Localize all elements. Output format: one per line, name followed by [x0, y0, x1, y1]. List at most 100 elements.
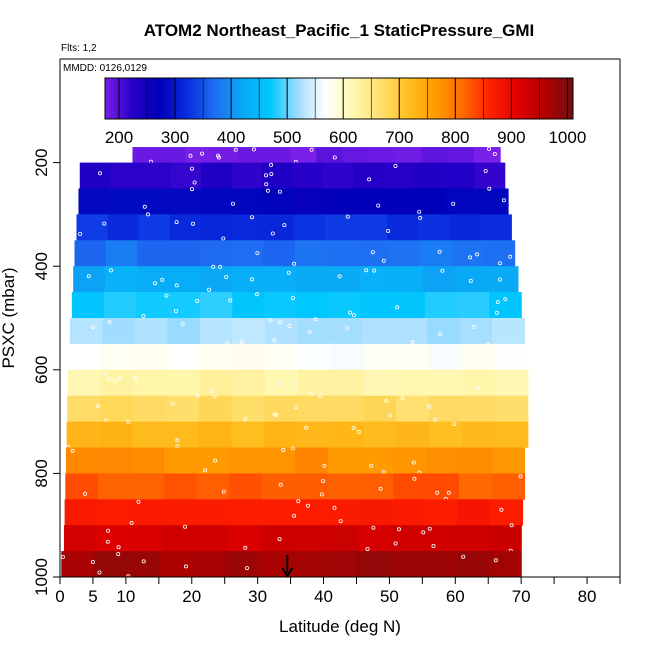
band-cell [357, 525, 392, 552]
obs-point [321, 479, 326, 484]
obs-point [393, 541, 398, 546]
obs-point [494, 310, 499, 315]
colorbar-swatch [356, 78, 360, 119]
obs-point [503, 297, 508, 302]
obs-point [468, 278, 473, 283]
colorbar-swatch [420, 78, 425, 119]
band-cell [422, 551, 457, 578]
colorbar-swatch [122, 78, 126, 119]
band-cell [262, 214, 295, 241]
colorbar-swatch [251, 78, 255, 119]
colorbar-swatch [456, 78, 460, 119]
colorbar-swatch [570, 78, 574, 119]
band-cell [327, 473, 362, 500]
colorbar-swatch [309, 78, 314, 119]
band-cell [358, 499, 393, 526]
obs-point [468, 255, 473, 260]
band-cell [462, 343, 496, 371]
band-cell [389, 551, 424, 578]
colorbar-swatch [558, 78, 562, 119]
colorbar-swatch [403, 78, 407, 119]
band-cell [385, 188, 417, 215]
band-cell [229, 447, 264, 474]
colorbar-swatch [400, 78, 404, 119]
obs-point [287, 323, 292, 328]
colorbar-swatch [315, 78, 320, 119]
obs-point [290, 296, 295, 301]
band-cell [96, 525, 130, 552]
obs-point [411, 460, 416, 465]
x-tick-label: 60 [446, 587, 465, 606]
band-cell [473, 147, 501, 163]
obs-point [208, 357, 213, 362]
colorbar-swatch [166, 78, 170, 119]
colorbar-swatch [359, 78, 363, 119]
obs-point [141, 559, 146, 564]
band-cell [192, 551, 227, 578]
obs-point [96, 403, 101, 408]
obs-point [218, 264, 223, 269]
band-cell [134, 343, 168, 371]
band-cell [329, 318, 363, 345]
colorbar-swatch [172, 78, 176, 119]
band-cell [231, 421, 265, 448]
colorbar-swatch [248, 78, 252, 119]
colorbar-swatch [385, 78, 390, 119]
obs-point [142, 204, 147, 209]
obs-point [486, 146, 491, 151]
band-cell [110, 162, 142, 189]
colorbar-swatch [298, 78, 302, 119]
band-cell [69, 318, 103, 345]
obs-point [309, 147, 314, 152]
band-cell [127, 551, 161, 578]
colorbar-swatch [473, 78, 477, 119]
obs-point [493, 558, 498, 563]
band-cell [102, 318, 136, 345]
band-cell [461, 395, 496, 422]
band-cell [325, 240, 359, 267]
band-cell [61, 551, 95, 578]
band-cell [294, 473, 329, 500]
band-cell [264, 421, 298, 448]
band-cell [200, 266, 233, 293]
band-cell [359, 266, 392, 293]
band-cell [63, 525, 98, 552]
band-cell [262, 473, 296, 500]
obs-point [126, 574, 131, 579]
colorbar-swatch [219, 78, 223, 119]
band-cell [488, 525, 522, 552]
colorbar: 200 300 400 500 600 700 800 900 1000 [104, 77, 586, 147]
band-cell [486, 266, 519, 293]
pressure-band [71, 292, 522, 319]
band-cell [342, 147, 370, 163]
obs-point [381, 258, 386, 263]
colorbar-swatch [195, 78, 200, 119]
obs-point [129, 520, 134, 525]
x-tick-label: 80 [578, 587, 597, 606]
obs-point [175, 438, 180, 443]
band-cell [262, 447, 296, 474]
band-cell [494, 369, 529, 397]
band-cell [200, 240, 233, 267]
colorbar-swatch [239, 78, 243, 119]
band-cell [363, 343, 398, 371]
band-cell [165, 395, 200, 422]
band-cell [449, 214, 481, 241]
colorbar-swatch [523, 78, 527, 119]
obs-point [395, 305, 400, 310]
band-cell [494, 421, 529, 448]
obs-point [483, 168, 488, 173]
colorbar-swatch [151, 78, 156, 119]
colorbar-swatch [265, 78, 270, 119]
pressure-band [132, 146, 501, 164]
band-cell [474, 162, 506, 189]
colorbar-swatch [116, 78, 121, 119]
obs-point [372, 268, 377, 273]
colorbar-swatch [330, 78, 334, 119]
colorbar-swatch [461, 78, 466, 119]
obs-point [495, 299, 500, 304]
colorbar-swatch [391, 78, 396, 119]
band-cell [456, 292, 490, 319]
colorbar-swatch [271, 78, 276, 119]
band-cell [263, 147, 291, 163]
